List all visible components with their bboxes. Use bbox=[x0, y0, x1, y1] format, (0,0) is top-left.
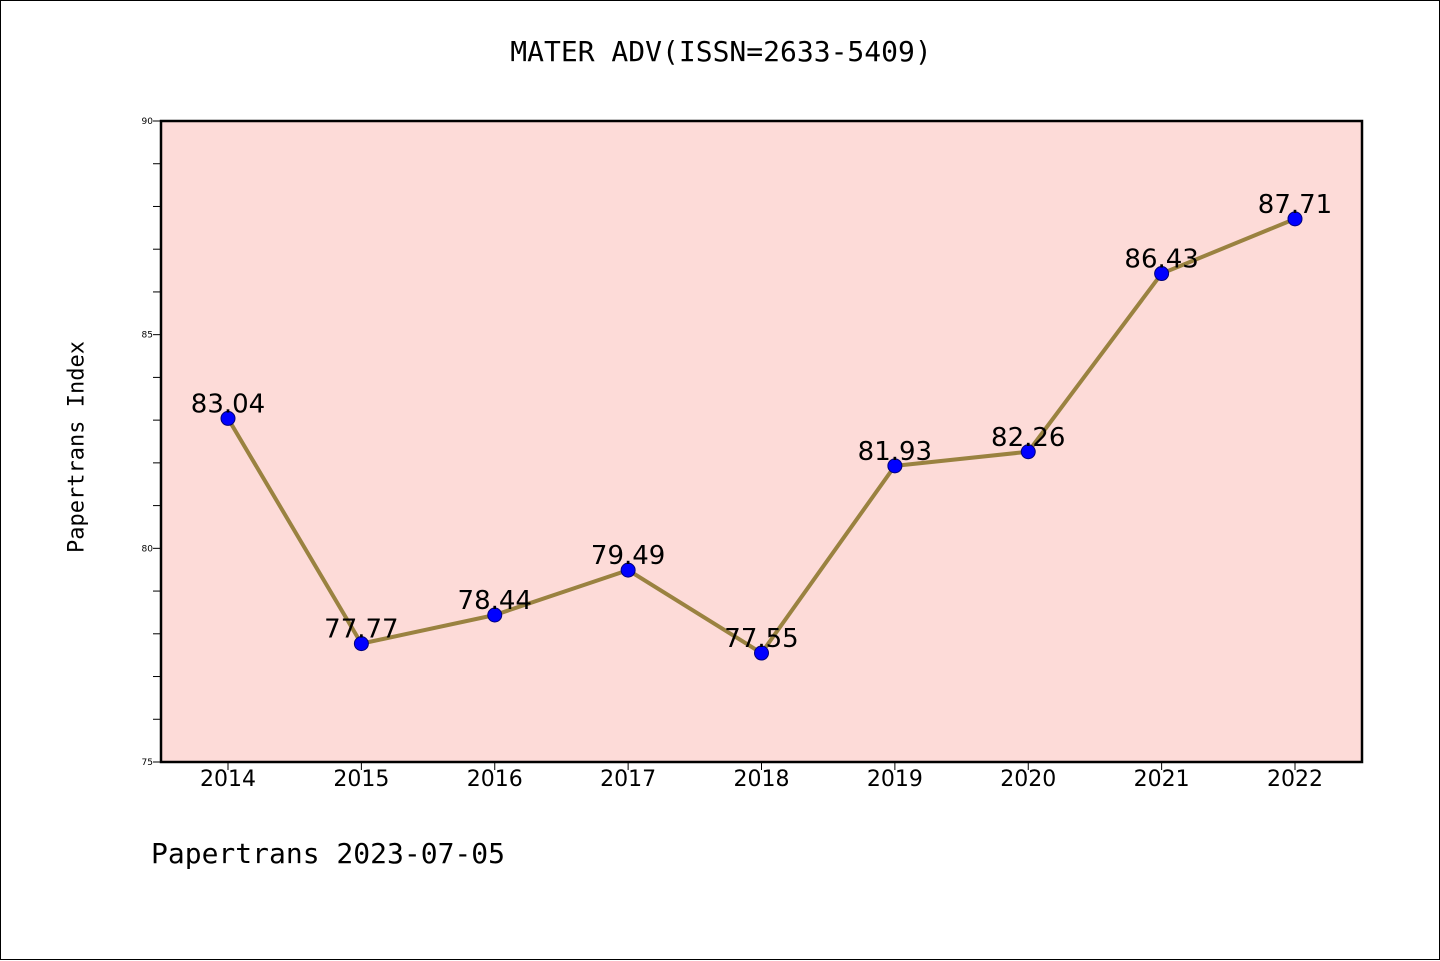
x-tick-label: 2021 bbox=[1134, 767, 1190, 792]
footer-note: Papertrans 2023-07-05 bbox=[151, 837, 506, 870]
data-point bbox=[887, 458, 903, 474]
data-point bbox=[220, 410, 236, 426]
data-point bbox=[754, 645, 769, 661]
x-tick-label: 2018 bbox=[734, 767, 790, 792]
x-tick-label: 2015 bbox=[333, 767, 389, 792]
data-label: 77.55 bbox=[724, 624, 798, 654]
data-point bbox=[1287, 211, 1303, 227]
x-tick-label: 2022 bbox=[1267, 767, 1323, 792]
data-label: 78.44 bbox=[458, 586, 532, 616]
data-label: 87.71 bbox=[1258, 190, 1332, 220]
data-point bbox=[353, 636, 369, 652]
chart-title: MATER ADV(ISSN=2633-5409) bbox=[510, 35, 932, 68]
data-point bbox=[620, 562, 636, 578]
data-label: 81.93 bbox=[858, 437, 932, 467]
data-point bbox=[487, 607, 503, 623]
y-tick-label: 85 bbox=[142, 331, 153, 341]
plot-area bbox=[161, 121, 1362, 762]
x-tick-label: 2016 bbox=[467, 767, 523, 792]
y-tick-label: 90 bbox=[142, 117, 154, 127]
x-tick-label: 2020 bbox=[1000, 767, 1056, 792]
y-tick-label: 75 bbox=[142, 758, 153, 768]
x-tick-label: 2014 bbox=[200, 767, 256, 792]
data-label: 79.49 bbox=[591, 541, 665, 571]
data-label: 77.77 bbox=[324, 615, 398, 645]
data-point bbox=[1020, 444, 1036, 460]
plot-border bbox=[159, 119, 1364, 764]
y-tick-label: 80 bbox=[142, 544, 154, 554]
data-label: 82.26 bbox=[991, 423, 1065, 453]
data-label: 83.04 bbox=[191, 389, 265, 419]
x-tick-label: 2017 bbox=[600, 767, 656, 792]
data-label: 86.43 bbox=[1124, 245, 1198, 275]
data-point bbox=[1154, 266, 1170, 282]
x-tick-label: 2019 bbox=[867, 767, 923, 792]
